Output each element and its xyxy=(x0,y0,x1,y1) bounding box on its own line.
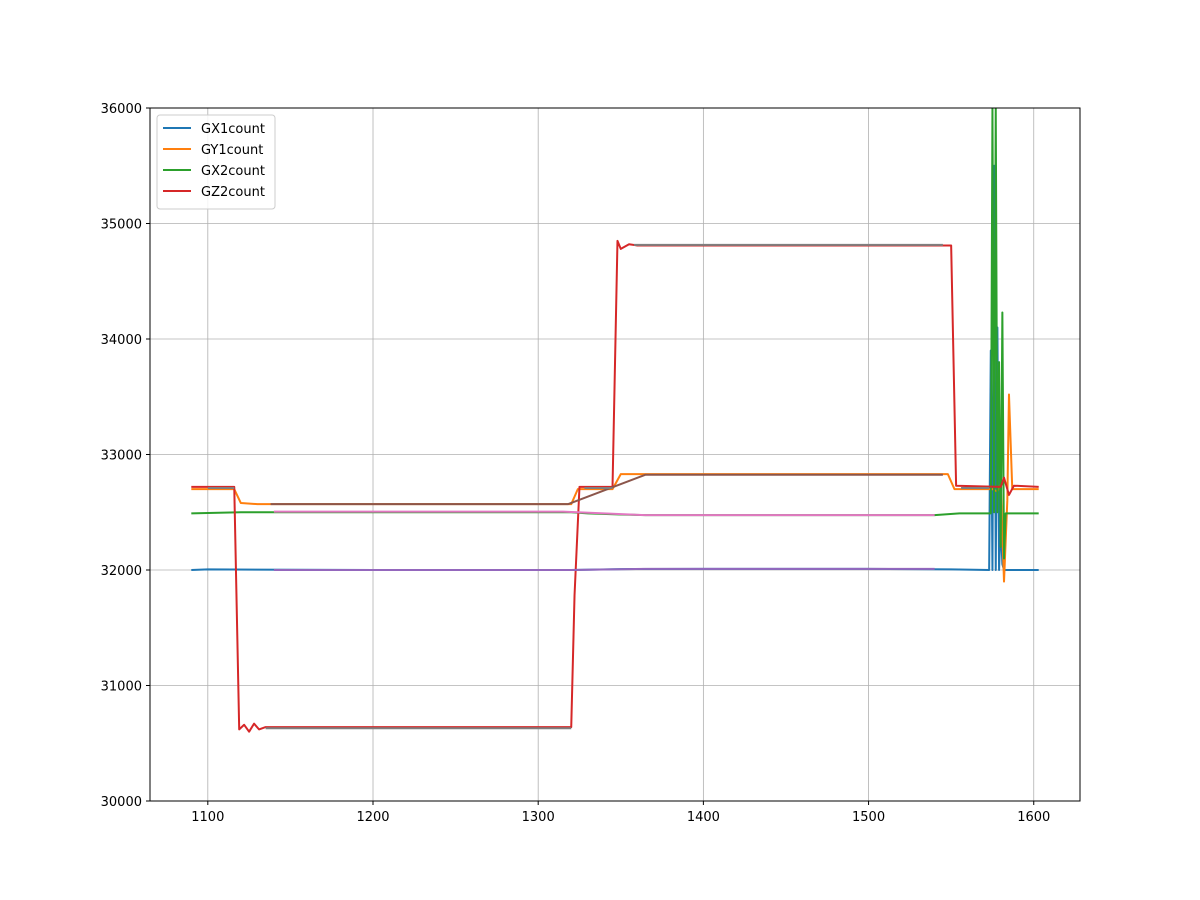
y-tick-label: 32000 xyxy=(101,564,142,579)
legend: GX1count GY1count GX2count GZ2count xyxy=(156,114,276,210)
legend-label-gx2count: GX2count xyxy=(201,164,265,179)
series-lines xyxy=(191,108,1039,733)
legend-label-gx1count: GX1count xyxy=(201,122,265,137)
series-line-unlabeled xyxy=(273,567,935,571)
y-tick-label: 34000 xyxy=(101,333,142,348)
legend-label-gy1count: GY1count xyxy=(201,143,263,158)
x-tick-label: 1300 xyxy=(522,810,555,825)
x-tick-label: 1100 xyxy=(191,810,224,825)
x-tick-label: 1200 xyxy=(356,810,389,825)
y-tick-label: 31000 xyxy=(101,680,142,695)
series-line-gz2count xyxy=(191,239,1039,733)
axis-ticks: 1100 1200 1300 1400 1500 1600 30000 31000 32000 3… xyxy=(101,102,1051,825)
x-tick-label: 1400 xyxy=(687,810,720,825)
y-tick-label: 33000 xyxy=(101,449,142,464)
x-tick-label: 1600 xyxy=(1017,810,1050,825)
x-tick-label: 1500 xyxy=(852,810,885,825)
y-tick-label: 36000 xyxy=(101,102,142,117)
y-tick-label: 35000 xyxy=(101,218,142,233)
series-line-unlabeled xyxy=(270,473,943,506)
legend-label-gz2count: GZ2count xyxy=(201,185,265,200)
series-line-unlabeled xyxy=(273,510,935,517)
series-line-gy1count xyxy=(191,393,1039,583)
legend-box xyxy=(156,114,276,210)
y-tick-label: 30000 xyxy=(101,795,142,810)
